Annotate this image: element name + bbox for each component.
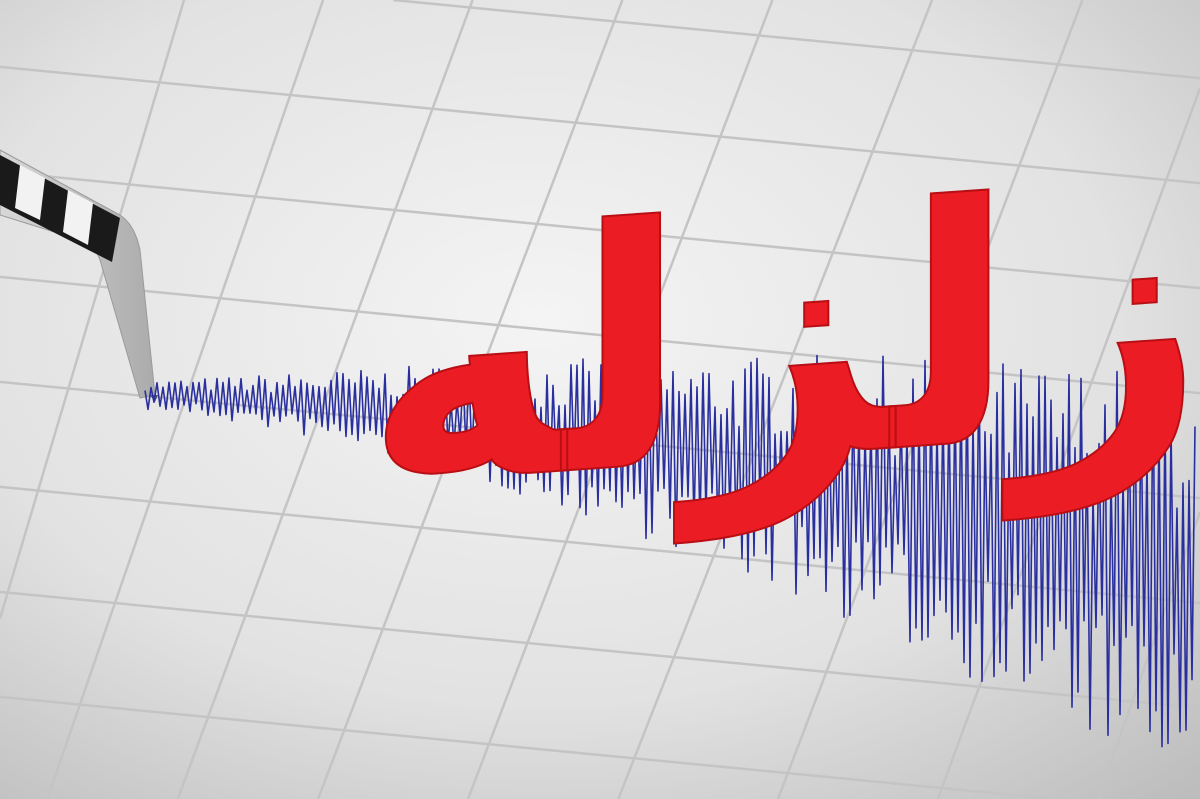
headline-earthquake: زلزله — [364, 118, 1200, 567]
grid-line-horizontal — [0, 275, 1200, 395]
grid-line-vertical — [466, 0, 774, 799]
grid-line-vertical — [0, 0, 186, 619]
grid-line-vertical — [617, 0, 934, 799]
grid-line-horizontal — [0, 65, 1200, 185]
grid-line-horizontal — [0, 170, 1200, 290]
grid-line-horizontal — [0, 590, 1200, 710]
grid-line-horizontal — [0, 695, 1055, 799]
seismic-trace — [144, 354, 1196, 748]
grid-line-horizontal — [393, 0, 1200, 80]
seismograph-needle-icon — [0, 149, 158, 402]
